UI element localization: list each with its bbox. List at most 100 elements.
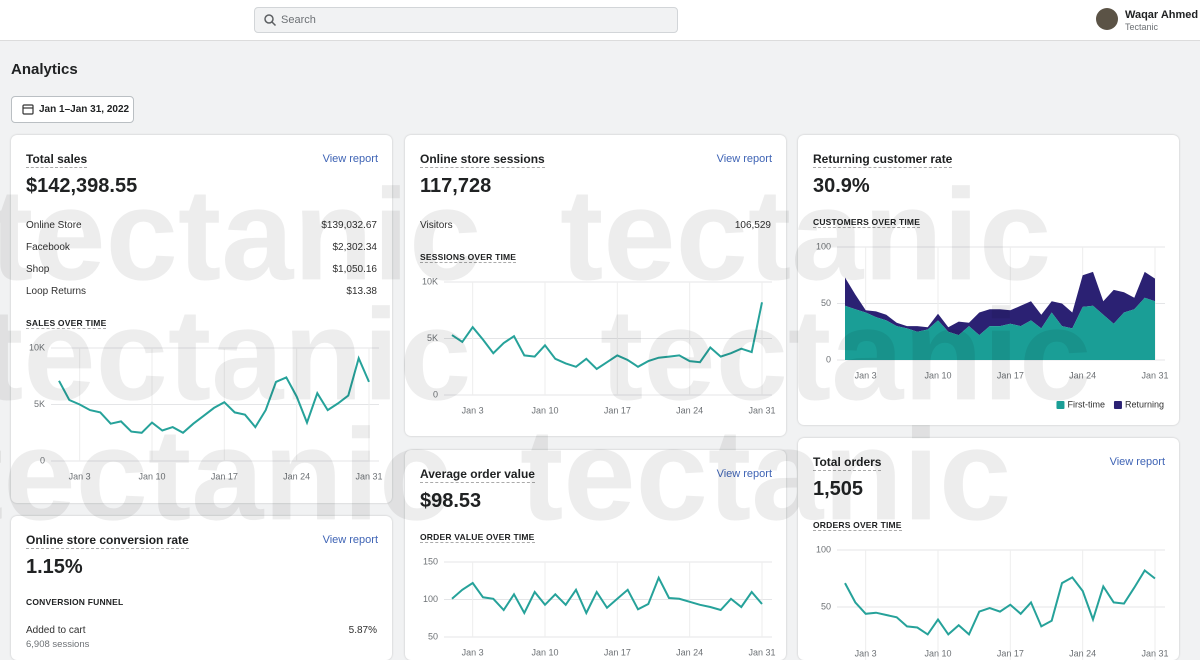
row-value: $2,302.34 [332, 242, 378, 253]
card-value: $142,398.55 [26, 175, 138, 197]
x-tick-label: Jan 24 [676, 405, 703, 415]
user-org: Tectanic [1125, 22, 1159, 32]
chart-title: SALES OVER TIME [26, 318, 107, 329]
view-report-link[interactable]: View report [716, 153, 772, 165]
chart-title: CUSTOMERS OVER TIME [813, 217, 921, 228]
x-tick-label: Jan 10 [531, 647, 558, 657]
x-tick-label: Jan 24 [283, 471, 310, 481]
y-tick-label: 100 [816, 544, 831, 554]
y-tick-label: 10K [422, 276, 438, 286]
legend-swatch [1056, 401, 1065, 409]
row-label: Online Store [26, 220, 82, 231]
row-value: $1,050.16 [332, 264, 378, 275]
card-title: Online store conversion rate [26, 533, 189, 549]
x-tick-label: Jan 10 [138, 471, 165, 481]
row-value: 106,529 [734, 220, 771, 231]
line [451, 575, 763, 616]
legend-label: Returning [1125, 399, 1164, 409]
card-title: Total sales [26, 152, 88, 168]
y-tick-label: 100 [423, 594, 438, 604]
y-tick-label: 10K [29, 342, 45, 352]
x-tick-label: Jan 31 [748, 405, 775, 415]
chart-title: ORDERS OVER TIME [813, 520, 902, 531]
view-report-link[interactable]: View report [1109, 456, 1165, 468]
card-title: Average order value [420, 467, 535, 483]
section-title: CONVERSION FUNNEL [26, 597, 124, 607]
card: Total sales View report $142,398.55 Online … [11, 135, 392, 503]
calendar-icon [22, 104, 34, 115]
row-label: Visitors [420, 220, 453, 231]
avatar[interactable] [1096, 8, 1118, 30]
view-report-link[interactable]: View report [716, 468, 772, 480]
row-label: Facebook [26, 242, 70, 253]
y-tick-label: 5K [427, 333, 438, 343]
x-tick-label: Jan 24 [1069, 370, 1096, 380]
view-report-link[interactable]: View report [322, 534, 378, 546]
card: Online store sessions View report 117,728 V… [405, 135, 786, 436]
x-tick-label: Jan 3 [462, 647, 484, 657]
row-value: 5.87% [348, 625, 377, 636]
line [451, 302, 763, 371]
search-placeholder: Search [281, 14, 316, 26]
chart: 0 5K 10K Jan 3 Jan 10 Jan 17 Jan 24 Jan 31 [29, 342, 383, 481]
card-value: $98.53 [420, 490, 482, 512]
chart-title: ORDER VALUE OVER TIME [420, 532, 535, 543]
card-value: 117,728 [420, 175, 492, 197]
x-tick-label: Jan 3 [855, 370, 877, 380]
search-box[interactable]: Search [254, 7, 678, 33]
user-name: Waqar Ahmed [1125, 9, 1199, 21]
row-sub: 6,908 sessions [26, 639, 90, 650]
x-tick-label: Jan 10 [531, 405, 558, 415]
card-value: 1,505 [813, 478, 864, 500]
y-tick-label: 50 [428, 631, 438, 641]
x-tick-label: Jan 31 [748, 647, 775, 657]
y-tick-label: 150 [423, 556, 438, 566]
view-report-link[interactable]: View report [322, 153, 378, 165]
chart: 0 50 100 Jan 3 Jan 10 Jan 17 Jan 24 Jan 31 Retur… [816, 241, 1169, 409]
page-title: Analytics [11, 61, 78, 78]
x-tick-label: Jan 31 [1141, 370, 1168, 380]
row-value: $139,032.67 [321, 220, 377, 231]
x-tick-label: Jan 10 [924, 370, 951, 380]
date-picker[interactable]: Jan 1–Jan 31, 2022 [11, 96, 134, 123]
y-tick-label: 50 [821, 601, 831, 611]
x-tick-label: Jan 17 [211, 471, 238, 481]
x-tick-label: Jan 3 [855, 648, 877, 658]
legend-label: First-time [1067, 399, 1105, 409]
x-tick-label: Jan 17 [604, 405, 631, 415]
area [845, 271, 1155, 336]
x-tick-label: Jan 31 [355, 471, 382, 481]
card-title: Online store sessions [420, 152, 545, 168]
top-bar: Search Waqar Ahmed Tectanic [0, 0, 1200, 41]
y-tick-label: 100 [816, 241, 831, 251]
x-tick-label: Jan 17 [997, 648, 1024, 658]
area [845, 297, 1155, 360]
chart-title: SESSIONS OVER TIME [420, 252, 517, 263]
card-value: 1.15% [26, 556, 83, 578]
row-label: Shop [26, 264, 50, 275]
chart: 50 100 150 Jan 3 Jan 10 Jan 17 Jan 24 Jan 31 [423, 556, 776, 657]
row-label: Added to cart [26, 625, 86, 636]
row-label: Loop Returns [26, 286, 87, 297]
x-tick-label: Jan 24 [1069, 648, 1096, 658]
card-value: 30.9% [813, 175, 870, 197]
y-tick-label: 0 [433, 389, 438, 399]
x-tick-label: Jan 17 [604, 647, 631, 657]
x-tick-label: Jan 31 [1141, 648, 1168, 658]
line [844, 569, 1156, 637]
y-tick-label: 5K [34, 399, 45, 409]
card: Total orders View report 1,505 ORDERS OVER … [798, 438, 1179, 660]
date-range: Jan 1–Jan 31, 2022 [39, 104, 130, 115]
chart: 0 5K 10K Jan 3 Jan 10 Jan 17 Jan 24 Jan 31 [422, 276, 776, 415]
x-tick-label: Jan 24 [676, 647, 703, 657]
card-title: Total orders [813, 455, 882, 471]
card: Average order value View report $98.53 ORDE… [405, 450, 786, 660]
y-tick-label: 0 [40, 455, 45, 465]
row-value: $13.38 [346, 286, 377, 297]
y-tick-label: 0 [826, 354, 831, 364]
legend-swatch [1113, 401, 1122, 409]
x-tick-label: Jan 10 [924, 648, 951, 658]
search-icon [264, 14, 277, 27]
x-tick-label: Jan 3 [69, 471, 91, 481]
